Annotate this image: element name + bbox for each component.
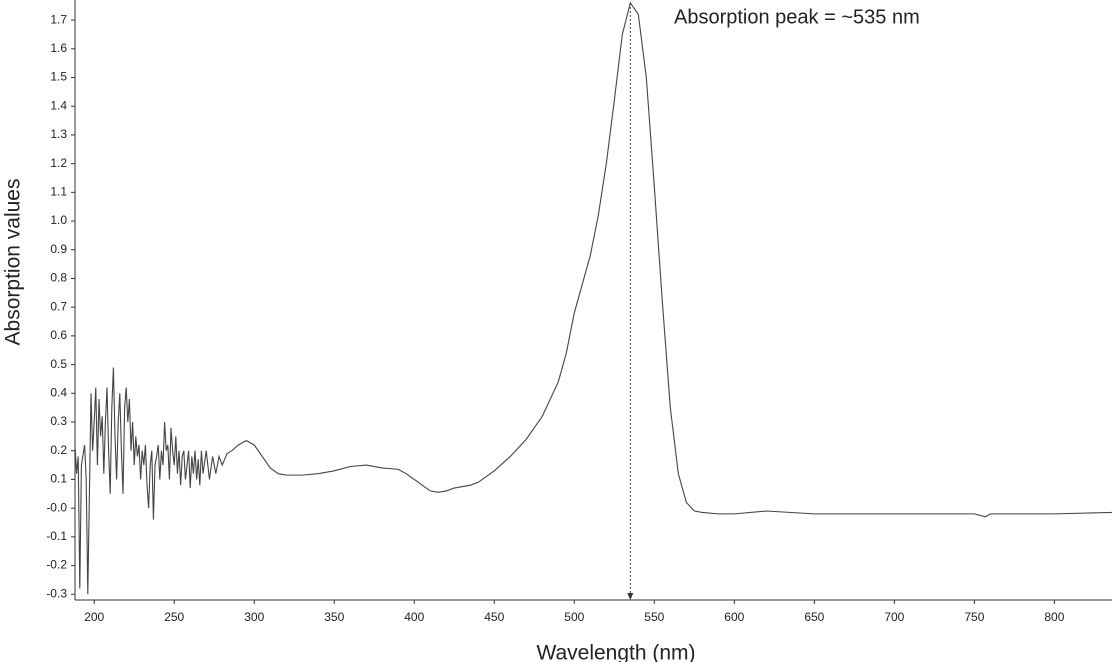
x-tick-label: 650 — [804, 610, 824, 624]
y-tick-label: 0.8 — [50, 271, 67, 285]
peak-annotation: Absorption peak = ~535 nm — [674, 6, 920, 28]
x-tick-label: 200 — [84, 610, 104, 624]
x-tick-label: 250 — [164, 610, 184, 624]
y-tick-label: 0.6 — [50, 328, 67, 342]
x-tick-label: 350 — [324, 610, 344, 624]
y-tick-label: 1.5 — [50, 70, 67, 84]
y-tick-label: 0.7 — [50, 299, 67, 313]
y-tick-label: -0.2 — [46, 558, 67, 572]
y-tick-label: 1.0 — [50, 213, 67, 227]
spectrum-line — [74, 1, 1113, 595]
x-tick-label: 400 — [404, 610, 424, 624]
x-tick-label: 800 — [1044, 610, 1064, 624]
x-tick-label: 700 — [884, 610, 904, 624]
y-tick-label: 1.7 — [50, 12, 67, 26]
y-tick-label: 1.3 — [50, 127, 67, 141]
peak-arrow — [627, 593, 634, 600]
y-tick-label: -0.3 — [46, 586, 67, 600]
x-tick-label: 300 — [244, 610, 264, 624]
y-tick-label: 0.4 — [50, 385, 67, 399]
x-tick-label: 450 — [484, 610, 504, 624]
y-tick-label: 0.3 — [50, 414, 67, 428]
y-tick-label: 0.2 — [50, 443, 67, 457]
x-tick-label: 600 — [724, 610, 744, 624]
x-axis-title: Wavelength (nm) — [536, 642, 695, 662]
y-tick-label: -0.1 — [46, 529, 67, 543]
y-axis-title: Absorption values — [2, 179, 25, 346]
y-tick-label: 1.1 — [50, 185, 67, 199]
x-tick-label: 550 — [644, 610, 664, 624]
y-tick-label: 0.1 — [50, 472, 67, 486]
y-tick-label: -0.0 — [46, 500, 67, 514]
y-tick-label: 0.5 — [50, 357, 67, 371]
y-tick-label: 1.4 — [50, 98, 67, 112]
y-tick-label: 0.9 — [50, 242, 67, 256]
x-tick-label: 750 — [964, 610, 984, 624]
y-tick-label: 1.6 — [50, 41, 67, 55]
x-tick-label: 500 — [564, 610, 584, 624]
y-tick-label: 1.2 — [50, 156, 67, 170]
